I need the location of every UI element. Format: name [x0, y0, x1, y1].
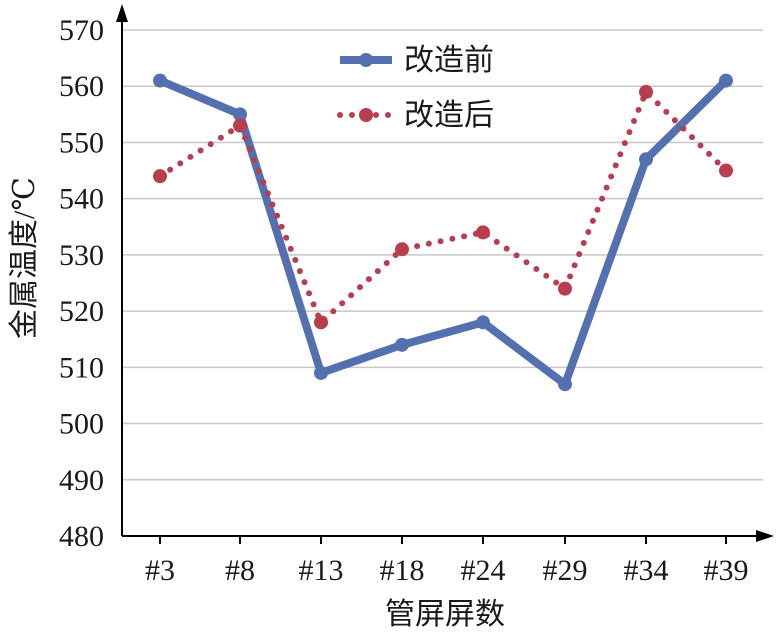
x-tick-label: #8 [225, 554, 255, 587]
data-point-before [719, 73, 733, 88]
x-axis-title: 管屏屏数 [385, 598, 505, 631]
y-tick-label: 490 [59, 464, 104, 497]
data-point-before [476, 315, 490, 330]
x-tick-labels: #3 #8 #13 #18 #24 #29 #34 #39 [145, 554, 749, 587]
data-point-after [639, 84, 653, 99]
series-group [153, 73, 733, 392]
data-point-after [719, 163, 733, 178]
legend-marker-before [359, 53, 373, 67]
series-line-after [157, 88, 729, 326]
x-tick-label: #39 [704, 554, 749, 587]
x-tick-label: #13 [299, 554, 344, 587]
y-tick-label: 510 [59, 351, 104, 384]
data-point-after [233, 118, 247, 133]
grid-lines [122, 29, 763, 481]
legend-marker-after [359, 108, 373, 122]
data-point-before [395, 337, 409, 352]
y-tick-label: 500 [59, 408, 104, 441]
y-tick-labels: 480 490 500 510 520 530 540 550 560 570 [59, 14, 104, 553]
y-tick-label: 480 [59, 520, 104, 553]
data-point-after [395, 242, 409, 257]
data-point-after [314, 315, 328, 330]
y-tick-label: 550 [59, 126, 104, 159]
data-point-after [153, 169, 167, 184]
y-tick-label: 520 [59, 295, 104, 328]
y-tick-label: 530 [59, 239, 104, 272]
x-tick-marks [159, 536, 727, 544]
data-point-before [558, 377, 572, 392]
legend-label-after: 改造后 [404, 99, 494, 132]
axes [116, 4, 774, 542]
data-point-before [314, 365, 328, 380]
x-tick-label: #24 [461, 554, 506, 587]
y-axis-arrow-icon [116, 4, 128, 22]
y-axis-title: 金属温度/℃ [8, 177, 41, 339]
data-point-after [476, 225, 490, 240]
x-tick-label: #3 [145, 554, 175, 587]
x-axis-arrow-icon [756, 530, 774, 542]
data-point-before [153, 73, 167, 88]
legend: 改造前 改造后 [337, 44, 494, 132]
y-tick-label: 570 [59, 14, 104, 47]
x-tick-label: #34 [624, 554, 669, 587]
data-point-before [233, 107, 247, 122]
data-point-after [558, 281, 572, 296]
x-tick-label: #18 [380, 554, 425, 587]
y-tick-label: 560 [59, 70, 104, 103]
x-tick-label: #29 [543, 554, 588, 587]
legend-label-before: 改造前 [404, 44, 494, 77]
y-tick-label: 540 [59, 183, 104, 216]
data-point-before [639, 152, 653, 167]
